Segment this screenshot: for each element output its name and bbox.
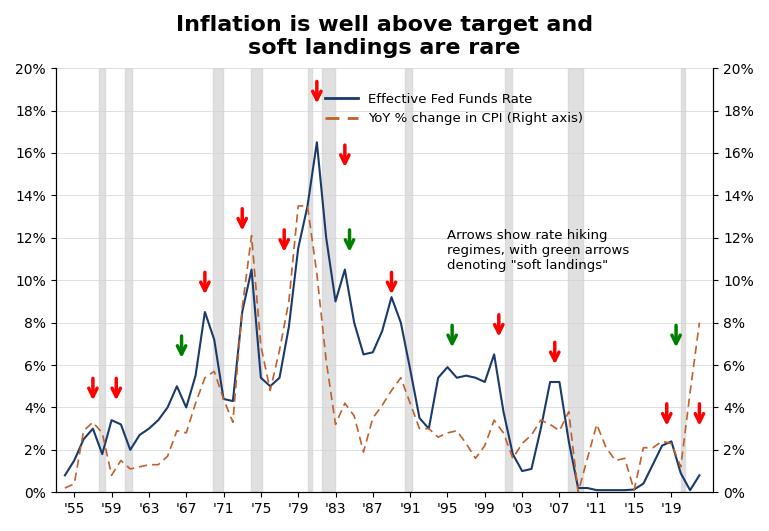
Bar bbox=[321, 68, 335, 492]
Effective Fed Funds Rate bbox=[181, 404, 191, 410]
Bar bbox=[681, 68, 685, 492]
Effective Fed Funds Rate bbox=[107, 417, 116, 423]
YoY % change in CPI (Right axis) bbox=[685, 389, 694, 396]
Bar bbox=[505, 68, 512, 492]
YoY % change in CPI (Right axis) bbox=[163, 453, 172, 459]
Bar bbox=[568, 68, 583, 492]
Effective Fed Funds Rate bbox=[695, 472, 704, 478]
Effective Fed Funds Rate bbox=[685, 487, 694, 493]
Effective Fed Funds Rate bbox=[592, 487, 601, 493]
YoY % change in CPI (Right axis) bbox=[574, 489, 583, 495]
YoY % change in CPI (Right axis) bbox=[107, 472, 116, 478]
YoY % change in CPI (Right axis) bbox=[434, 434, 443, 440]
Effective Fed Funds Rate bbox=[60, 472, 69, 478]
Title: Inflation is well above target and
soft landings are rare: Inflation is well above target and soft … bbox=[176, 15, 593, 58]
Line: Effective Fed Funds Rate: Effective Fed Funds Rate bbox=[65, 142, 700, 490]
Effective Fed Funds Rate bbox=[555, 379, 564, 385]
YoY % change in CPI (Right axis) bbox=[695, 320, 704, 326]
Bar bbox=[405, 68, 411, 492]
Bar bbox=[251, 68, 262, 492]
Legend: Effective Fed Funds Rate, YoY % change in CPI (Right axis): Effective Fed Funds Rate, YoY % change i… bbox=[319, 88, 588, 131]
Effective Fed Funds Rate bbox=[312, 139, 321, 145]
Text: Arrows show rate hiking
regimes, with green arrows
denoting "soft landings": Arrows show rate hiking regimes, with gr… bbox=[447, 229, 629, 272]
YoY % change in CPI (Right axis) bbox=[294, 203, 303, 209]
YoY % change in CPI (Right axis) bbox=[181, 430, 191, 436]
YoY % change in CPI (Right axis) bbox=[60, 485, 69, 491]
Line: YoY % change in CPI (Right axis): YoY % change in CPI (Right axis) bbox=[65, 206, 700, 492]
Effective Fed Funds Rate bbox=[163, 404, 172, 410]
YoY % change in CPI (Right axis) bbox=[555, 427, 564, 434]
Bar bbox=[214, 68, 223, 492]
Effective Fed Funds Rate bbox=[434, 374, 443, 381]
Bar bbox=[308, 68, 312, 492]
Bar bbox=[99, 68, 105, 492]
Bar bbox=[125, 68, 131, 492]
